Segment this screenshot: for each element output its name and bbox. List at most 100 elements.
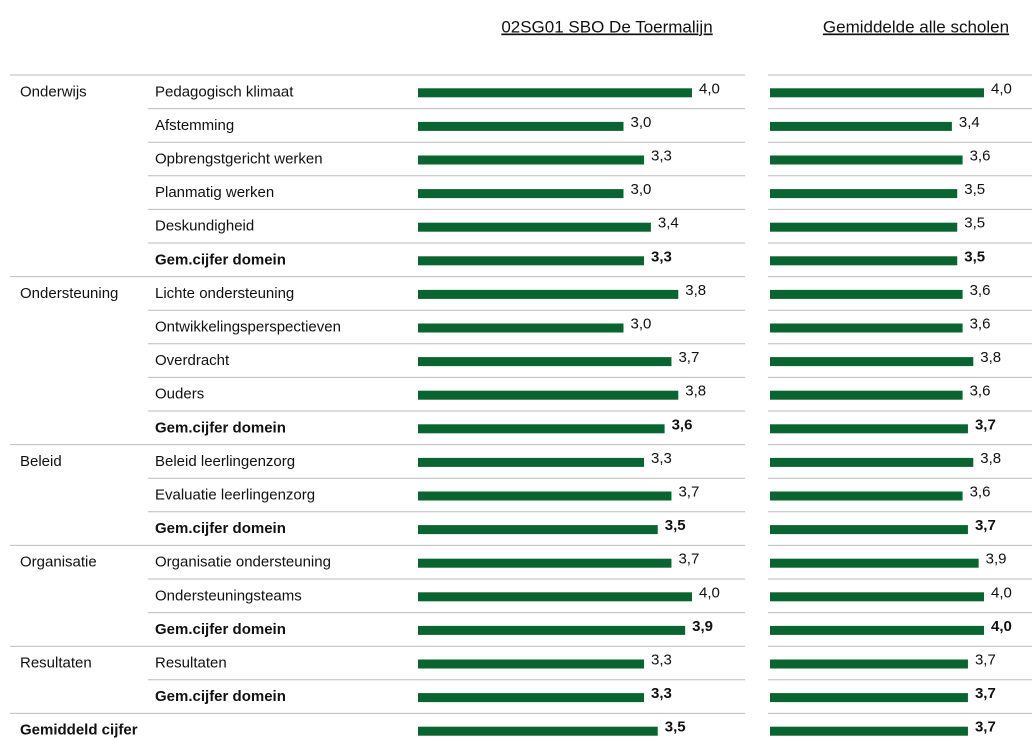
bar xyxy=(418,155,645,165)
bar xyxy=(418,390,679,400)
domain-label: Organisatie xyxy=(20,554,97,571)
row-label: Evaluatie leerlingenzorg xyxy=(155,486,315,503)
value-label: 3,3 xyxy=(651,147,672,164)
column-header: Gemiddelde alle scholen xyxy=(823,17,1009,36)
value-label: 4,0 xyxy=(699,584,720,601)
domain-label: Ondersteuning xyxy=(20,285,118,302)
value-label: 3,7 xyxy=(678,551,699,568)
domain-label: Resultaten xyxy=(20,654,92,671)
value-label: 3,7 xyxy=(975,651,996,668)
value-label: 3,7 xyxy=(678,483,699,500)
row-label: Lichte ondersteuning xyxy=(155,285,294,302)
row-label: Ontwikkelingsperspectieven xyxy=(155,318,341,335)
bar xyxy=(770,625,984,635)
bar xyxy=(770,121,952,131)
row-label: Resultaten xyxy=(155,654,227,671)
value-label: 3,6 xyxy=(970,483,991,500)
bar xyxy=(418,625,686,635)
value-label: 3,0 xyxy=(631,181,652,198)
bar xyxy=(770,726,968,736)
row-label: Pedagogisch klimaat xyxy=(155,83,294,100)
row-label: Planmatig werken xyxy=(155,184,274,201)
value-label: 3,8 xyxy=(685,282,706,299)
domain-label: Beleid xyxy=(20,453,62,470)
bar xyxy=(418,693,645,703)
value-label: 3,6 xyxy=(970,147,991,164)
value-label: 3,0 xyxy=(631,315,652,332)
value-label: 3,3 xyxy=(651,685,672,702)
bar xyxy=(418,88,692,98)
bar xyxy=(418,457,645,467)
bar xyxy=(418,726,658,736)
value-label: 3,5 xyxy=(964,215,985,232)
row-label: Gem.cijfer domein xyxy=(155,520,286,537)
value-label: 3,6 xyxy=(672,416,693,433)
bar xyxy=(770,88,984,98)
bar xyxy=(418,491,672,501)
value-label: 3,4 xyxy=(959,114,980,131)
bar xyxy=(770,390,963,400)
value-label: 3,4 xyxy=(658,215,679,232)
row-label: Ouders xyxy=(155,386,204,403)
value-label: 3,3 xyxy=(651,450,672,467)
value-label: 3,6 xyxy=(970,282,991,299)
row-label: Opbrengstgericht werken xyxy=(155,150,323,167)
bar xyxy=(770,256,958,266)
value-label: 4,0 xyxy=(699,80,720,97)
value-label: 4,0 xyxy=(991,584,1012,601)
row-label: Gem.cijfer domein xyxy=(155,688,286,705)
bar xyxy=(418,256,645,266)
bar xyxy=(418,222,651,232)
bar xyxy=(770,592,984,602)
bar xyxy=(770,659,968,669)
value-label: 3,6 xyxy=(970,315,991,332)
value-label: 3,7 xyxy=(975,685,996,702)
bar xyxy=(418,659,645,669)
domain-label: Gemiddeld cijfer xyxy=(20,722,138,739)
value-label: 3,7 xyxy=(975,416,996,433)
column-header: 02SG01 SBO De Toermalijn xyxy=(501,17,712,36)
value-label: 3,7 xyxy=(975,517,996,534)
value-label: 3,9 xyxy=(692,618,713,635)
value-label: 3,8 xyxy=(685,383,706,400)
value-label: 3,9 xyxy=(986,551,1007,568)
value-label: 3,5 xyxy=(964,248,985,265)
value-label: 3,5 xyxy=(665,719,686,736)
bar xyxy=(418,525,658,535)
bar xyxy=(418,121,624,131)
bar xyxy=(418,289,679,299)
value-label: 3,5 xyxy=(665,517,686,534)
bar xyxy=(770,457,974,467)
bar xyxy=(418,424,665,434)
bar xyxy=(770,491,963,501)
value-label: 3,6 xyxy=(970,383,991,400)
bar xyxy=(770,222,958,232)
row-label: Gem.cijfer domein xyxy=(155,419,286,436)
domain-label: Onderwijs xyxy=(20,83,87,100)
row-label: Ondersteuningsteams xyxy=(155,587,302,604)
bar xyxy=(770,289,963,299)
bar xyxy=(418,323,624,333)
bar xyxy=(418,558,672,568)
bar xyxy=(770,525,968,535)
bar xyxy=(418,357,672,367)
row-label: Afstemming xyxy=(155,117,234,134)
bar xyxy=(418,189,624,199)
value-label: 3,7 xyxy=(975,719,996,736)
bar xyxy=(418,592,692,602)
bar xyxy=(770,357,974,367)
value-label: 3,7 xyxy=(678,349,699,366)
row-label: Overdracht xyxy=(155,352,230,369)
bar xyxy=(770,189,958,199)
bar xyxy=(770,424,968,434)
value-label: 4,0 xyxy=(991,618,1012,635)
row-label: Gem.cijfer domein xyxy=(155,251,286,268)
bar xyxy=(770,155,963,165)
value-label: 3,3 xyxy=(651,651,672,668)
row-label: Deskundigheid xyxy=(155,218,254,235)
row-label: Gem.cijfer domein xyxy=(155,621,286,638)
value-label: 3,0 xyxy=(631,114,652,131)
bar xyxy=(770,558,979,568)
row-label: Beleid leerlingenzorg xyxy=(155,453,295,470)
